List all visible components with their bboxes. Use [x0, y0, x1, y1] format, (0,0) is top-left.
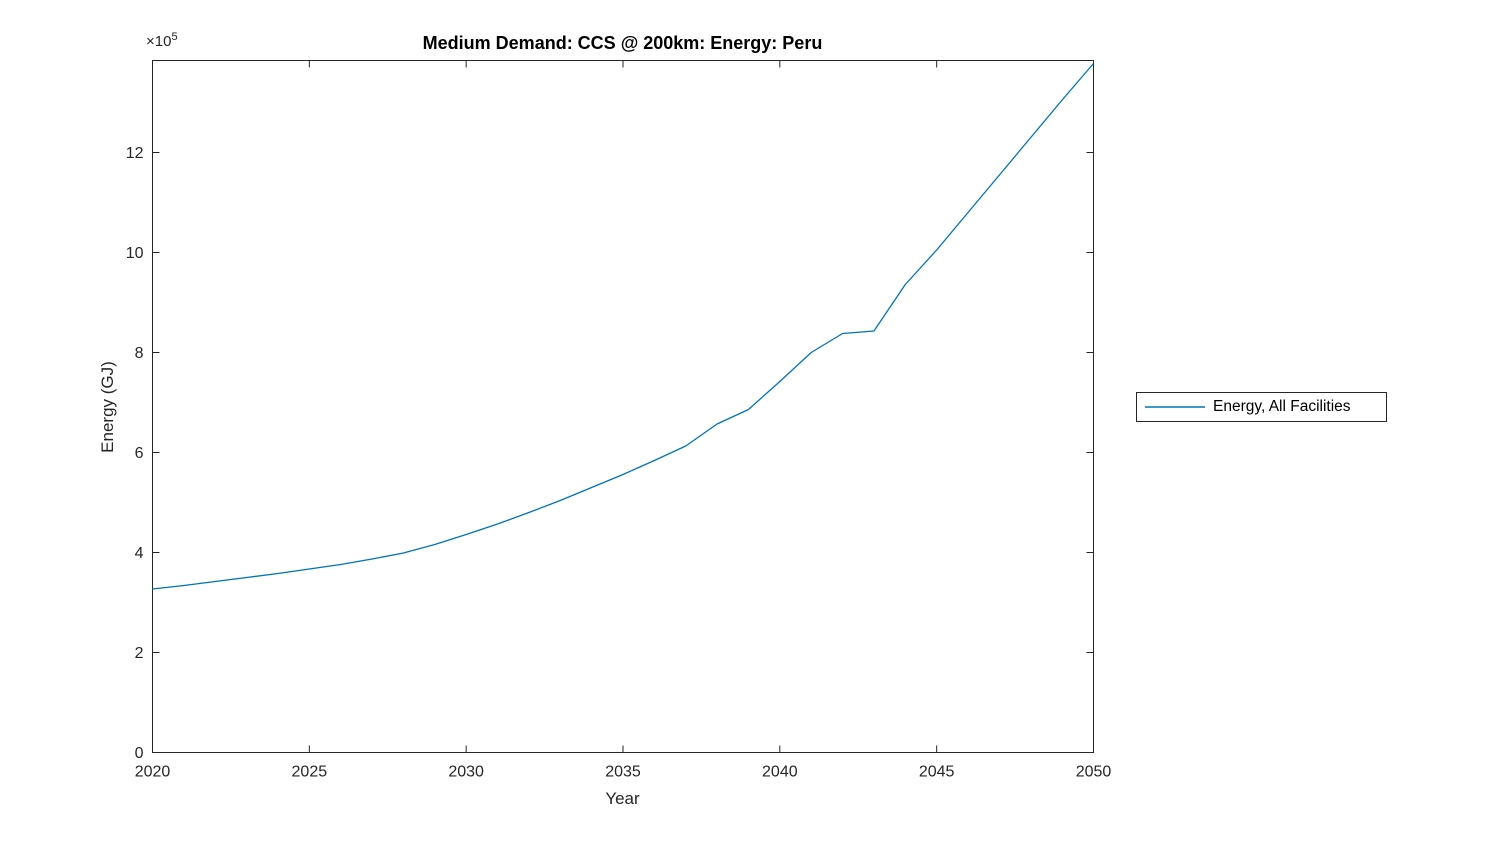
y-axis-offset-text: ×105 [146, 31, 178, 51]
y-tick-label: 8 [135, 345, 144, 362]
x-tick-label: 2035 [605, 764, 641, 781]
y-tick-label: 4 [135, 545, 144, 562]
x-tick-label: 2050 [1076, 764, 1112, 781]
offset-exponent: 5 [171, 31, 178, 43]
x-axis-label: Year [605, 789, 640, 808]
x-tick-label: 2025 [292, 764, 328, 781]
y-tick-label: 12 [126, 145, 144, 162]
x-tick-label: 2030 [448, 764, 484, 781]
legend-line-sample [1145, 406, 1205, 408]
x-tick-label: 2040 [762, 764, 798, 781]
y-axis-label: Energy (GJ) [98, 361, 117, 453]
y-tick-label: 10 [126, 245, 144, 262]
y-tick-label: 2 [135, 645, 144, 662]
legend-entry-label: Energy, All Facilities [1213, 398, 1351, 415]
x-tick-label: 2045 [919, 764, 955, 781]
legend-box: Energy, All Facilities [1136, 392, 1387, 422]
y-tick-label: 6 [135, 445, 144, 462]
axes-box [152, 60, 1094, 753]
y-tick-label: 0 [135, 745, 144, 762]
chart-title: Medium Demand: CCS @ 200km: Energy: Peru [422, 33, 823, 53]
x-tick-label: 2020 [135, 764, 171, 781]
offset-base: ×10 [146, 33, 172, 50]
data-line [152, 63, 1094, 590]
